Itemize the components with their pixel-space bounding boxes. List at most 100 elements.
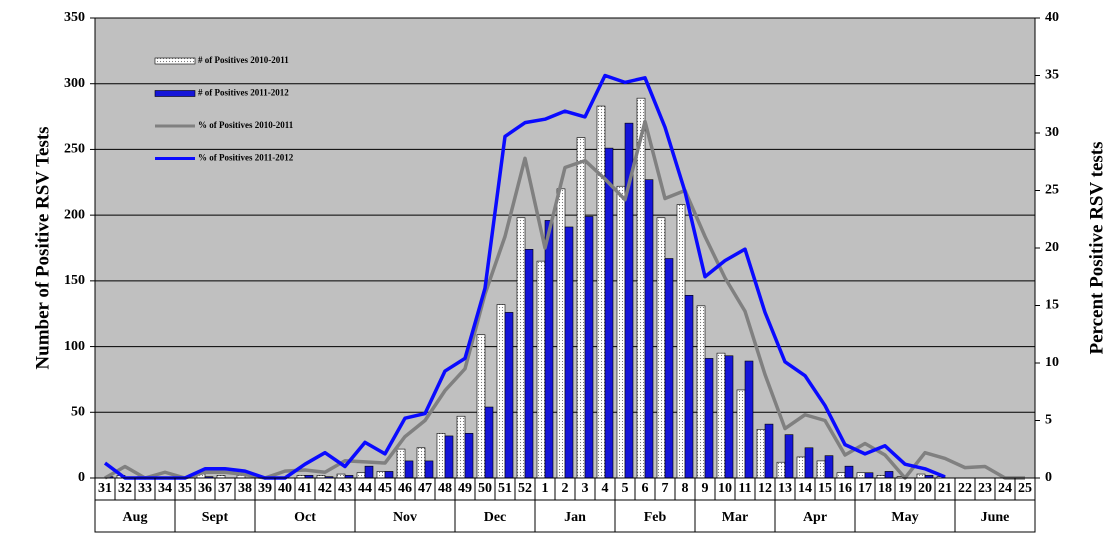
month-label: Feb xyxy=(644,510,667,525)
x-tick-label: 32 xyxy=(118,481,132,496)
bar xyxy=(916,473,926,479)
x-tick-label: 35 xyxy=(178,481,192,496)
bar xyxy=(544,220,554,479)
bar xyxy=(404,460,414,479)
legend-label: % of Positives 2011-2012 xyxy=(198,153,294,163)
x-tick-label: 46 xyxy=(398,481,412,496)
month-label: Nov xyxy=(393,510,417,525)
x-tick-label: 16 xyxy=(838,481,852,496)
y2-tick-label: 40 xyxy=(1045,10,1059,25)
y2-tick-label: 10 xyxy=(1045,355,1059,370)
legend-label: # of Positives 2011-2012 xyxy=(198,88,289,98)
month-label: June xyxy=(981,510,1010,525)
bar xyxy=(884,471,894,479)
y2-tick-label: 0 xyxy=(1045,470,1052,485)
legend-label: # of Positives 2010-2011 xyxy=(198,55,289,65)
x-tick-label: 52 xyxy=(518,481,532,496)
month-label: Sept xyxy=(202,510,229,525)
y2-tick-label: 20 xyxy=(1045,240,1059,255)
bar xyxy=(456,415,466,479)
x-tick-label: 51 xyxy=(498,481,512,496)
x-tick-label: 10 xyxy=(718,481,732,496)
bar xyxy=(616,185,626,479)
x-tick-label: 20 xyxy=(918,481,932,496)
x-tick-label: 31 xyxy=(98,481,112,496)
legend-label: % of Positives 2010-2011 xyxy=(198,120,294,130)
x-tick-label: 50 xyxy=(478,481,492,496)
bar xyxy=(764,423,774,479)
x-tick-label: 21 xyxy=(938,481,952,496)
bar xyxy=(756,429,766,479)
bar xyxy=(596,105,606,479)
bar xyxy=(736,389,746,479)
bar xyxy=(556,188,566,479)
line-series xyxy=(103,73,946,480)
x-tick-label: 43 xyxy=(338,481,352,496)
x-tick-label: 6 xyxy=(642,481,649,496)
bar xyxy=(396,448,406,479)
x-tick-label: 14 xyxy=(798,481,812,496)
bar xyxy=(564,226,574,479)
x-tick-label: 41 xyxy=(298,481,312,496)
x-tick-label: 42 xyxy=(318,481,332,496)
x-tick-label: 17 xyxy=(858,481,872,496)
x-tick-label: 25 xyxy=(1018,481,1032,496)
x-tick-label: 23 xyxy=(978,481,992,496)
bar xyxy=(504,312,514,479)
x-tick-label: 11 xyxy=(738,481,751,496)
bar xyxy=(496,304,506,479)
y-tick-label: 100 xyxy=(64,339,85,354)
month-label: Apr xyxy=(803,510,827,525)
x-tick-label: 9 xyxy=(702,481,709,496)
bar xyxy=(656,217,666,479)
y-tick-label: 200 xyxy=(64,207,85,222)
legend-swatch xyxy=(154,90,196,97)
bar xyxy=(516,217,526,479)
bar xyxy=(336,473,346,479)
x-tick-label: 19 xyxy=(898,481,912,496)
bar xyxy=(716,352,726,479)
bar xyxy=(356,472,366,479)
bar xyxy=(476,334,486,479)
bar xyxy=(836,472,846,479)
bar xyxy=(384,471,394,479)
bar xyxy=(484,406,494,479)
x-tick-label: 36 xyxy=(198,481,212,496)
y-tick-label: 250 xyxy=(64,142,85,157)
x-tick-label: 39 xyxy=(258,481,272,496)
bar xyxy=(844,465,854,479)
x-tick-label: 8 xyxy=(682,481,689,496)
x-tick-label: 22 xyxy=(958,481,972,496)
x-tick-label: 1 xyxy=(542,481,549,496)
bar xyxy=(664,258,674,479)
x-tick-label: 15 xyxy=(818,481,832,496)
x-tick-label: 37 xyxy=(218,481,232,496)
bar xyxy=(744,360,754,479)
y2-tick-label: 30 xyxy=(1045,125,1059,140)
bar xyxy=(684,295,694,479)
bar xyxy=(724,355,734,479)
bar xyxy=(804,447,814,479)
bar xyxy=(416,447,426,479)
bar xyxy=(364,465,374,479)
y-tick-label: 150 xyxy=(64,273,85,288)
bar xyxy=(696,305,706,479)
y2-tick-label: 25 xyxy=(1045,183,1059,198)
bar xyxy=(796,456,806,479)
x-tick-label: 34 xyxy=(158,481,172,496)
bar xyxy=(604,147,614,479)
month-label: Jan xyxy=(564,510,586,525)
bar xyxy=(576,137,586,479)
bar xyxy=(424,460,434,479)
x-tick-label: 4 xyxy=(602,481,609,496)
y2-axis-label: Percent Positive RSV tests xyxy=(1086,142,1107,355)
bar xyxy=(436,433,446,479)
y-tick-label: 50 xyxy=(71,405,85,420)
x-tick-label: 38 xyxy=(238,481,252,496)
y2-tick-label: 35 xyxy=(1045,68,1059,83)
bar xyxy=(464,433,474,479)
bar xyxy=(676,204,686,479)
bar xyxy=(444,435,454,479)
x-tick-label: 33 xyxy=(138,481,152,496)
x-tick-label: 49 xyxy=(458,481,472,496)
